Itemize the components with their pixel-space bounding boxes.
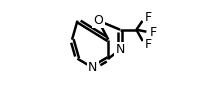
Text: O: O xyxy=(93,14,103,27)
Text: N: N xyxy=(115,43,125,56)
Text: F: F xyxy=(145,38,152,51)
Text: N: N xyxy=(88,61,97,74)
Text: F: F xyxy=(150,26,157,39)
Text: F: F xyxy=(145,11,152,24)
